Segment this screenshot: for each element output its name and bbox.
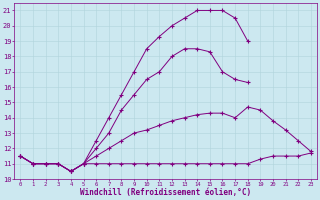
X-axis label: Windchill (Refroidissement éolien,°C): Windchill (Refroidissement éolien,°C) bbox=[80, 188, 251, 197]
